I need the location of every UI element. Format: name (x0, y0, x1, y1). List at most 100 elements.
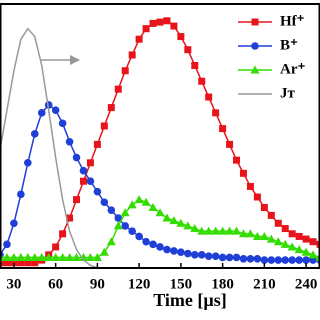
legend-marker (251, 42, 259, 50)
marker (218, 226, 228, 235)
marker (211, 252, 220, 260)
marker (190, 251, 199, 259)
marker (3, 259, 11, 267)
marker (107, 104, 115, 112)
legend-marker (250, 65, 260, 74)
marker (184, 249, 192, 258)
marker (259, 231, 269, 240)
marker (253, 254, 262, 263)
marker (52, 243, 60, 251)
marker (309, 238, 317, 246)
marker (79, 166, 88, 175)
marker (141, 197, 151, 206)
marker (120, 208, 130, 217)
marker (17, 190, 25, 199)
marker (162, 213, 172, 222)
marker (121, 222, 130, 230)
marker (163, 245, 171, 254)
marker (134, 195, 144, 204)
x-axis-label: Time [µs] (153, 290, 227, 310)
marker (128, 227, 136, 235)
x-tick-label: 120 (128, 276, 151, 292)
marker (156, 18, 164, 26)
marker (191, 61, 199, 69)
marker (280, 239, 290, 248)
legend-label: Ar⁺ (280, 61, 305, 77)
marker (225, 226, 235, 235)
x-tick-label: 150 (170, 276, 193, 292)
marker (156, 243, 164, 251)
marker (72, 153, 81, 162)
x-tick-label: 240 (295, 276, 318, 292)
marker (155, 208, 165, 217)
marker (232, 226, 242, 235)
marker (93, 187, 102, 196)
x-tick-label: 210 (253, 276, 276, 292)
marker (252, 231, 262, 240)
series-line (0, 27, 98, 268)
marker (294, 245, 304, 254)
x-tick-label: 60 (48, 276, 63, 292)
marker (302, 256, 310, 264)
marker (148, 203, 158, 212)
marker (170, 22, 178, 30)
marker (72, 252, 82, 261)
marker (44, 252, 54, 261)
marker (190, 224, 200, 233)
x-tick-label: 90 (90, 276, 105, 292)
marker (287, 242, 297, 251)
marker (267, 256, 276, 264)
marker (184, 46, 192, 54)
marker (100, 122, 108, 130)
marker (226, 140, 234, 148)
marker (114, 85, 122, 93)
marker (37, 252, 47, 261)
marker (92, 252, 102, 261)
marker (295, 256, 303, 264)
marker (308, 250, 318, 259)
marker (295, 232, 303, 240)
marker (149, 19, 157, 27)
marker (51, 252, 61, 261)
marker (23, 252, 33, 261)
marker (288, 230, 296, 238)
marker (3, 240, 11, 249)
marker (260, 204, 268, 212)
marker (30, 130, 39, 138)
legend-label: B⁺ (280, 37, 298, 53)
marker (65, 137, 74, 146)
marker (197, 226, 207, 235)
marker (100, 198, 109, 207)
marker (169, 216, 179, 225)
marker (78, 252, 88, 261)
marker (274, 219, 282, 227)
marker (86, 159, 94, 167)
marker (135, 35, 143, 43)
marker (232, 253, 241, 262)
marker (10, 259, 18, 267)
marker (239, 169, 247, 177)
marker (177, 248, 185, 257)
marker (260, 256, 269, 264)
marker (238, 229, 248, 238)
marker (163, 17, 171, 25)
frame (0, 3, 320, 269)
marker (37, 109, 46, 117)
marker (246, 254, 255, 263)
marker (302, 235, 310, 243)
marker (218, 253, 227, 262)
marker (281, 225, 289, 233)
marker (177, 33, 185, 41)
marker (51, 106, 60, 114)
marker (93, 140, 101, 148)
marker (274, 256, 283, 264)
legend-label: Jᴛ (280, 85, 296, 101)
marker (58, 119, 67, 128)
marker (211, 226, 221, 235)
plot-area (0, 17, 320, 268)
marker (113, 221, 123, 230)
marker (73, 196, 81, 204)
marker (239, 254, 248, 263)
marker (204, 252, 213, 260)
series-line (0, 19, 320, 264)
